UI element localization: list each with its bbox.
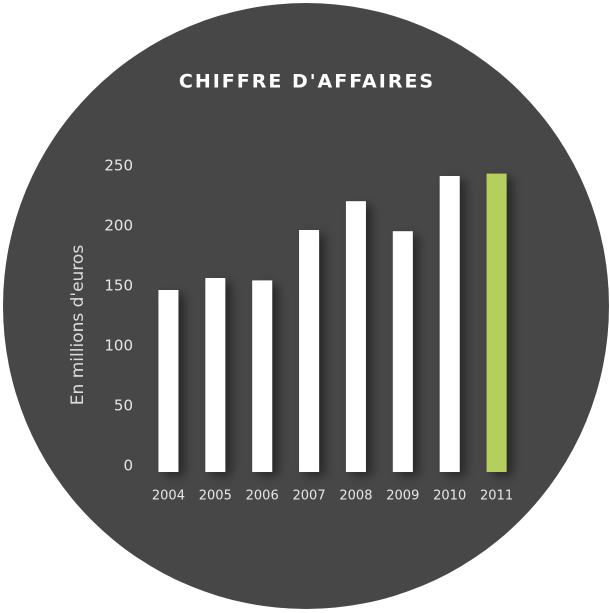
bar (299, 230, 320, 472)
y-tick-label: 50 (114, 397, 133, 415)
x-tick-label: 2005 (199, 489, 232, 504)
x-tick-label: 2006 (246, 489, 279, 504)
bar (439, 176, 460, 472)
y-tick-label: 100 (104, 337, 133, 355)
x-tick-label: 2008 (339, 489, 372, 504)
chart-title: CHIFFRE D'AFFAIRES (179, 71, 435, 93)
bar (252, 280, 273, 472)
x-tick-label: 2007 (293, 489, 326, 504)
y-tick-label: 200 (104, 217, 133, 235)
x-tick-label: 2009 (386, 489, 419, 504)
y-tick-label: 250 (104, 157, 133, 175)
bar (345, 201, 366, 472)
y-tick-label: 0 (123, 457, 133, 475)
bar (392, 231, 413, 472)
x-tick-label: 2010 (433, 489, 466, 504)
bar (486, 173, 507, 472)
y-tick-label: 150 (104, 277, 133, 295)
x-tick-label: 2004 (152, 489, 185, 504)
x-tick-label: 2011 (480, 489, 513, 504)
bar (205, 278, 226, 472)
y-axis-label: En millions d'euros (68, 245, 88, 406)
bar (158, 290, 179, 472)
